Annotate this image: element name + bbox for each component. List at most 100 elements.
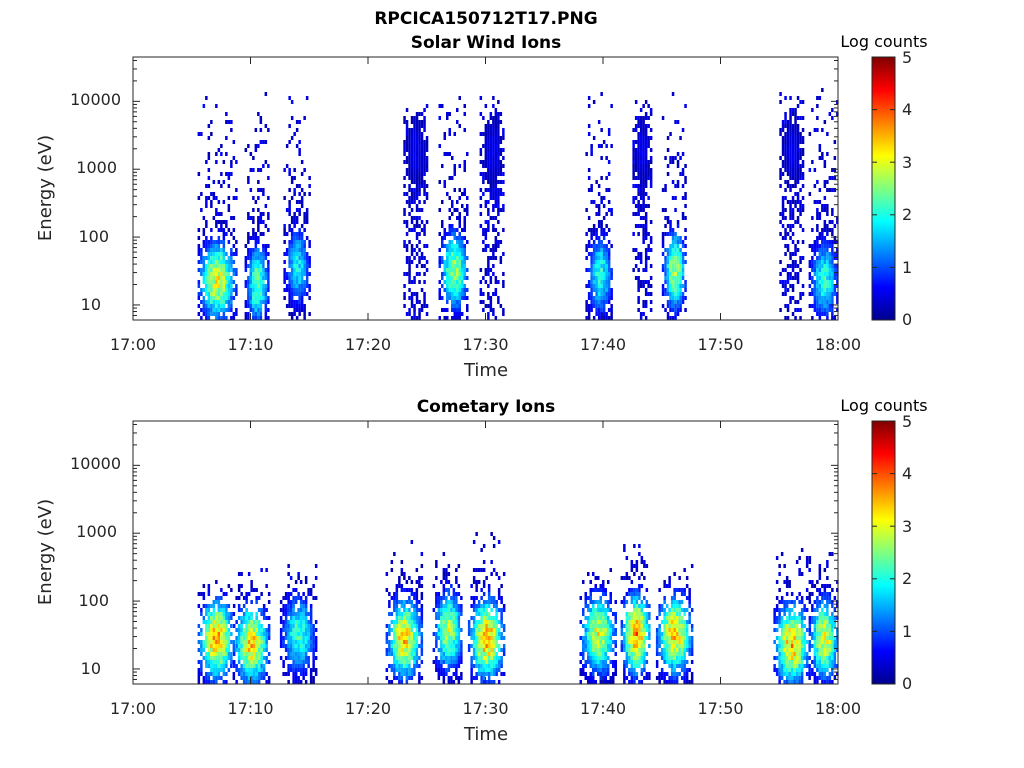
spectrogram-cell: [592, 136, 596, 140]
spectrogram-cell: [623, 596, 626, 600]
spectrogram-cell: [789, 224, 792, 228]
spectrogram-cell: [305, 220, 309, 224]
spectrogram-cell: [599, 680, 602, 684]
spectrogram-cell: [642, 300, 645, 304]
spectrogram-cell: [632, 128, 635, 132]
spectrogram-cell: [463, 236, 466, 240]
spectrogram-cell: [836, 100, 839, 104]
spectrogram-cell: [293, 244, 296, 248]
spectrogram-cell: [249, 280, 253, 284]
spectrogram-cell: [818, 216, 822, 220]
spectrogram-cell: [490, 656, 493, 660]
spectrogram-cell: [212, 676, 216, 680]
spectrogram-cell: [661, 288, 665, 292]
spectrogram-cell: [602, 256, 606, 260]
spectrogram-cell: [255, 656, 258, 660]
spectrogram-cell: [470, 660, 473, 664]
spectrogram-cell: [403, 144, 406, 148]
spectrogram-cell: [408, 624, 411, 628]
spectrogram-cell: [257, 240, 260, 244]
spectrogram-cell: [487, 296, 490, 300]
colorbar-tick-label: 0: [902, 310, 912, 329]
spectrogram-cell: [789, 200, 792, 204]
spectrogram-cell: [671, 180, 675, 184]
spectrogram-cell: [781, 196, 785, 200]
spectrogram-cell: [497, 636, 501, 640]
spectrogram-cell: [494, 256, 498, 260]
spectrogram-cell: [452, 664, 456, 668]
spectrogram-cell: [487, 652, 491, 656]
spectrogram-cell: [630, 676, 634, 680]
spectrogram-cell: [461, 260, 464, 264]
spectrogram-cell: [487, 168, 490, 172]
spectrogram-cell: [395, 588, 399, 592]
spectrogram-cell: [628, 576, 631, 580]
spectrogram-cell: [405, 248, 409, 252]
spectrogram-cell: [295, 208, 299, 212]
spectrogram-cell: [403, 212, 406, 216]
spectrogram-cell: [290, 296, 294, 300]
spectrogram-cell: [288, 280, 291, 284]
spectrogram-cell: [666, 148, 670, 152]
spectrogram-cell: [494, 164, 498, 168]
spectrogram-cell: [453, 172, 456, 176]
spectrogram-cell: [418, 656, 421, 660]
spectrogram-cell: [674, 276, 677, 280]
spectrogram-cell: [450, 652, 453, 656]
spectrogram-cell: [217, 212, 221, 216]
spectrogram-cell: [262, 220, 265, 224]
spectrogram-cell: [455, 648, 458, 652]
spectrogram-cell: [413, 276, 416, 280]
spectrogram-cell: [425, 196, 429, 200]
spectrogram-cell: [217, 644, 221, 648]
spectrogram-cell: [212, 604, 216, 608]
spectrogram-cell: [791, 252, 795, 256]
spectrogram-cell: [207, 240, 211, 244]
spectrogram-cell: [490, 636, 493, 640]
spectrogram-cell: [597, 640, 600, 644]
spectrogram-cell: [499, 260, 503, 264]
spectrogram-cell: [202, 264, 206, 268]
spectrogram-cell: [639, 132, 643, 136]
spectrogram-cell: [227, 268, 231, 272]
spectrogram-cell: [445, 624, 448, 628]
spectrogram-cell: [456, 312, 459, 316]
spectrogram-cell: [649, 172, 653, 176]
spectrogram-cell: [455, 612, 458, 616]
spectrogram-cell: [625, 616, 629, 620]
spectrogram-cell: [484, 280, 488, 284]
spectrogram-cell: [260, 656, 263, 660]
spectrogram-cell: [456, 268, 459, 272]
spectrogram-cell: [818, 244, 822, 248]
spectrogram-cell: [293, 304, 296, 308]
spectrogram-cell: [450, 624, 453, 628]
spectrogram-cell: [589, 628, 592, 632]
spectrogram-cell: [799, 268, 802, 272]
spectrogram-cell: [289, 628, 293, 632]
spectrogram-cell: [265, 656, 268, 660]
spectrogram-cell: [791, 276, 795, 280]
spectrogram-cell: [260, 568, 263, 572]
spectrogram-cell: [791, 296, 795, 300]
spectrogram-cell: [200, 608, 203, 612]
spectrogram-cell: [602, 280, 606, 284]
spectrogram-cell: [592, 284, 596, 288]
spectrogram-cell: [831, 188, 834, 192]
spectrogram-cell: [609, 680, 612, 684]
spectrogram-cell: [784, 152, 787, 156]
spectrogram-cell: [295, 244, 299, 248]
spectrogram-cell: [408, 652, 411, 656]
spectrogram-cell: [237, 604, 241, 608]
spectrogram-cell: [284, 628, 288, 632]
spectrogram-cell: [484, 144, 488, 148]
spectrogram-cell: [786, 232, 790, 236]
spectrogram-cell: [410, 260, 414, 264]
spectrogram-cell: [492, 680, 496, 684]
spectrogram-cell: [302, 648, 305, 652]
spectrogram-cell: [477, 640, 481, 644]
spectrogram-cell: [784, 196, 787, 200]
spectrogram-cell: [475, 648, 478, 652]
spectrogram-cell: [255, 624, 258, 628]
spectrogram-cell: [215, 220, 218, 224]
spectrogram-cell: [801, 100, 805, 104]
